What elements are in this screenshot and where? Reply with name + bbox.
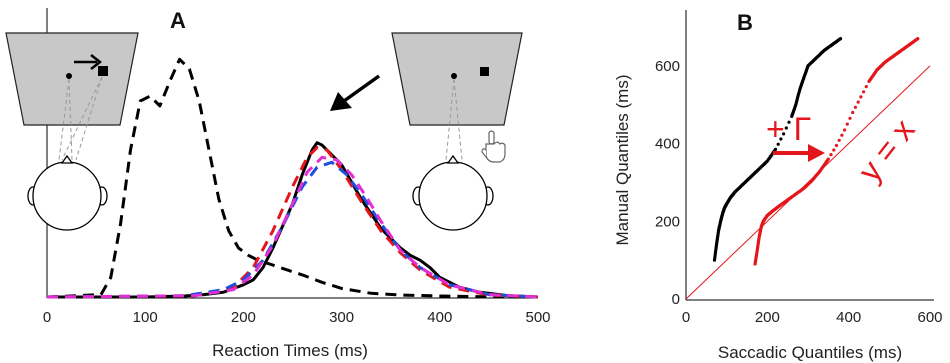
panel-a-x-tick-label: 200 <box>231 309 256 326</box>
right-target-square <box>480 67 489 76</box>
manual-task-schematic <box>391 32 523 231</box>
panel-a: 0 100 200 300 400 500 A Reaction Times (ms) <box>5 8 551 360</box>
panel-b-y-axis-label: Manual Quantiles (ms) <box>613 74 632 245</box>
scatter-point <box>832 148 836 152</box>
right-fixation-dot <box>451 73 457 79</box>
hand-pointer-icon <box>481 130 506 163</box>
scatter-point <box>853 105 858 109</box>
panel-b-ticks: 0 200 400 600 0 200 400 600 <box>655 58 943 326</box>
panel-a-label: A <box>170 8 186 33</box>
scatter-point <box>779 137 783 141</box>
panel-a-x-tick-label: 400 <box>427 309 452 326</box>
scatter-point <box>864 85 868 89</box>
saccade-task-schematic <box>5 32 139 231</box>
scatter-point <box>787 120 791 124</box>
scatter-point <box>773 147 778 151</box>
panel-b-y-tick-label: 200 <box>655 213 680 230</box>
left-head-icon <box>27 154 108 231</box>
left-fixation-dot <box>66 73 72 79</box>
scatter-point <box>859 95 863 99</box>
panel-a-series-line-3 <box>46 146 539 299</box>
panel-b-x-tick-label: 0 <box>682 309 690 326</box>
peak-arrow <box>330 74 381 111</box>
panel-a-x-tick-label: 500 <box>525 309 550 326</box>
panel-a-x-tick-label: 100 <box>133 309 158 326</box>
panel-a-x-ticks: 0 100 200 300 400 500 <box>43 309 551 326</box>
panel-a-x-axis-label: Reaction Times (ms) <box>212 341 368 360</box>
panel-b-x-tick-label: 400 <box>836 309 861 326</box>
saccade-arrow-icon <box>74 54 103 70</box>
left-gaze-lines <box>58 76 103 161</box>
scatter-point <box>848 116 852 120</box>
panel-b-y-tick-label: 600 <box>655 58 680 75</box>
panel-a-x-tick-label: 0 <box>43 309 51 326</box>
panel-a-series-line-4 <box>46 160 539 299</box>
gamma-annotation: + Γ <box>766 111 811 147</box>
scatter-point <box>840 133 844 137</box>
scatter-point <box>916 37 920 41</box>
scatter-point <box>851 110 855 115</box>
scatter-point <box>826 157 830 161</box>
scatter-point <box>856 100 860 104</box>
panel-b-y-tick-label: 400 <box>655 136 680 153</box>
panel-b-label: B <box>737 10 753 35</box>
panel-b-x-tick-label: 600 <box>917 309 942 326</box>
panel-b-x-tick-label: 200 <box>755 309 780 326</box>
gamma-arrow <box>773 144 825 162</box>
panel-a-series-line-1 <box>46 57 539 299</box>
scatter-point <box>862 90 866 94</box>
left-screen <box>5 32 139 126</box>
panel-b-series-2 <box>753 37 920 266</box>
scatter-point <box>838 37 843 41</box>
scatter-point <box>782 132 786 136</box>
identity-line-label: y = x <box>851 112 922 188</box>
scatter-point <box>784 126 788 130</box>
scatter-point <box>829 153 833 157</box>
panel-a-series <box>46 57 539 299</box>
panel-a-series-line-5 <box>46 155 539 299</box>
scatter-point <box>834 143 839 148</box>
scatter-point <box>845 122 849 126</box>
panel-b-series <box>712 37 920 266</box>
panel-b-y-tick-label: 0 <box>672 291 680 308</box>
panel-b-series-1 <box>712 37 843 262</box>
left-target-square <box>98 66 108 76</box>
panel-b: 0 200 400 600 0 200 400 600 B Saccadic Quantile… <box>613 10 943 362</box>
scatter-point <box>843 128 847 132</box>
scatter-point <box>776 142 780 146</box>
panel-a-x-tick-label: 300 <box>329 309 354 326</box>
scatter-point <box>837 138 841 142</box>
panel-b-x-axis-label: Saccadic Quantiles (ms) <box>718 343 902 362</box>
right-screen <box>391 32 523 126</box>
right-head-icon <box>412 154 494 231</box>
